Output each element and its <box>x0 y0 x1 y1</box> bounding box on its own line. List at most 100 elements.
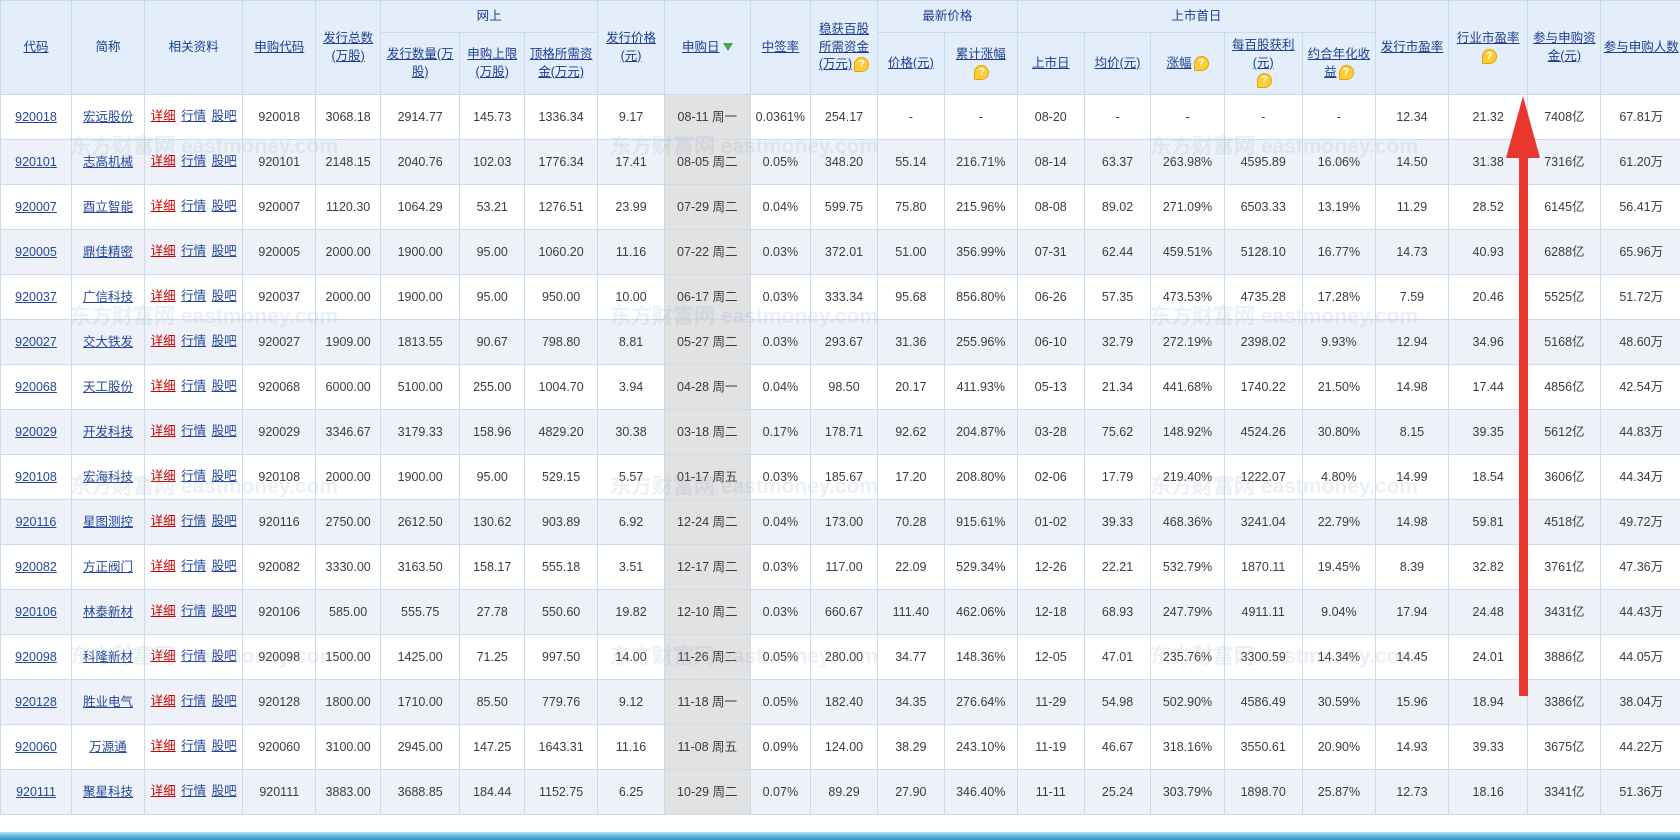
col-header-issue-price-label[interactable]: 发行价格(元) <box>606 31 657 63</box>
col-header-change-label[interactable]: 涨幅 <box>1166 55 1192 70</box>
stock-name-link[interactable]: 林泰新材 <box>83 604 134 619</box>
col-header-avg-price[interactable]: 均价(元) <box>1083 32 1152 95</box>
stock-code-link[interactable]: 920098 <box>15 649 57 664</box>
stock-code-link[interactable]: 920037 <box>15 289 57 304</box>
stock-code-link[interactable]: 920108 <box>15 469 57 484</box>
stock-code-link[interactable]: 920082 <box>15 559 57 574</box>
col-header-list-date[interactable]: 上市日 <box>1016 32 1085 95</box>
stock-bar-link[interactable]: 股吧 <box>211 244 237 259</box>
stock-code-link[interactable]: 920111 <box>16 784 56 799</box>
stock-code-link[interactable]: 920101 <box>15 154 57 169</box>
quote-link[interactable]: 行情 <box>181 154 207 169</box>
col-header-online-qty[interactable]: 发行数量(万股) <box>379 32 461 95</box>
stock-name-link[interactable]: 志高机械 <box>83 154 134 169</box>
stock-name-link[interactable]: 星图测控 <box>83 514 134 529</box>
detail-link[interactable]: 详细 <box>150 379 176 394</box>
detail-link[interactable]: 详细 <box>150 199 176 214</box>
col-header-industry-pe[interactable]: 行业市盈率? <box>1448 0 1529 95</box>
detail-link[interactable]: 详细 <box>150 154 176 169</box>
stock-code-link[interactable]: 920106 <box>15 604 57 619</box>
detail-link[interactable]: 详细 <box>150 514 176 529</box>
stock-bar-link[interactable]: 股吧 <box>211 334 237 349</box>
stock-code-link[interactable]: 920068 <box>15 379 57 394</box>
stock-name-link[interactable]: 交大铁发 <box>83 334 134 349</box>
col-header-avg-price-label[interactable]: 均价(元) <box>1094 55 1141 70</box>
col-header-online-qty-label[interactable]: 发行数量(万股) <box>386 47 454 79</box>
col-header-sub-code[interactable]: 申购代码 <box>242 0 317 95</box>
col-header-code[interactable]: 代码 <box>0 0 72 95</box>
stock-name-link[interactable]: 开发科技 <box>83 424 134 439</box>
col-header-sub-date[interactable]: 申购日 <box>663 0 751 95</box>
stock-name-link[interactable]: 鼎佳精密 <box>83 244 134 259</box>
detail-link[interactable]: 详细 <box>150 649 176 664</box>
quote-link[interactable]: 行情 <box>181 514 207 529</box>
col-header-sub-code-label[interactable]: 申购代码 <box>254 39 305 54</box>
detail-link[interactable]: 详细 <box>150 334 176 349</box>
col-header-issue-pe-label[interactable]: 发行市盈率 <box>1380 39 1444 54</box>
stock-bar-link[interactable]: 股吧 <box>211 739 237 754</box>
stock-bar-link[interactable]: 股吧 <box>211 649 237 664</box>
stock-code-link[interactable]: 920060 <box>15 739 57 754</box>
detail-link[interactable]: 详细 <box>150 424 176 439</box>
stock-code-link[interactable]: 920027 <box>15 334 57 349</box>
quote-link[interactable]: 行情 <box>181 469 207 484</box>
stock-bar-link[interactable]: 股吧 <box>211 199 237 214</box>
stock-bar-link[interactable]: 股吧 <box>211 424 237 439</box>
col-header-profit-100-label[interactable]: 每百股获利(元) <box>1231 38 1295 70</box>
horizontal-scrollbar[interactable] <box>0 832 1680 840</box>
col-header-price-label[interactable]: 价格(元) <box>887 55 934 70</box>
col-header-industry-pe-label[interactable]: 行业市盈率 <box>1456 31 1520 45</box>
quote-link[interactable]: 行情 <box>181 199 207 214</box>
stock-bar-link[interactable]: 股吧 <box>211 604 237 619</box>
col-header-issue-pe[interactable]: 发行市盈率 <box>1374 0 1450 95</box>
col-header-issue-price[interactable]: 发行价格(元) <box>597 0 665 95</box>
detail-link[interactable]: 详细 <box>150 604 176 619</box>
quote-link[interactable]: 行情 <box>181 784 207 799</box>
detail-link[interactable]: 详细 <box>150 739 176 754</box>
col-header-total-issue[interactable]: 发行总数(万股) <box>315 0 381 95</box>
col-header-list-date-label[interactable]: 上市日 <box>1031 55 1070 70</box>
quote-link[interactable]: 行情 <box>181 244 207 259</box>
detail-link[interactable]: 详细 <box>150 559 176 574</box>
stock-name-link[interactable]: 天工股份 <box>83 379 134 394</box>
quote-link[interactable]: 行情 <box>181 109 207 124</box>
col-header-price[interactable]: 价格(元) <box>876 32 945 95</box>
col-header-sub-people-label[interactable]: 参与申购人数 <box>1603 39 1679 54</box>
stock-name-link[interactable]: 广信科技 <box>83 289 134 304</box>
col-header-change[interactable]: 涨幅? <box>1150 32 1225 95</box>
detail-link[interactable]: 详细 <box>150 244 176 259</box>
stock-name-link[interactable]: 宏远股份 <box>83 109 134 124</box>
stock-code-link[interactable]: 920007 <box>15 199 57 214</box>
stock-name-link[interactable]: 科隆新材 <box>83 649 134 664</box>
help-icon[interactable]: ? <box>1481 48 1497 64</box>
stock-name-link[interactable]: 聚星科技 <box>83 784 134 799</box>
stock-bar-link[interactable]: 股吧 <box>211 469 237 484</box>
help-icon[interactable]: ? <box>854 57 870 73</box>
col-header-win-rate-label[interactable]: 中签率 <box>761 39 800 54</box>
quote-link[interactable]: 行情 <box>181 694 207 709</box>
detail-link[interactable]: 详细 <box>150 109 176 124</box>
col-header-max-fund[interactable]: 顶格所需资金(万元) <box>524 32 599 95</box>
col-header-fund-100-label[interactable]: 稳获百股所需资金(万元) <box>818 22 870 72</box>
quote-link[interactable]: 行情 <box>181 649 207 664</box>
col-header-total-issue-label[interactable]: 发行总数(万股) <box>323 31 374 63</box>
col-header-annual-yield[interactable]: 约合年化收益? <box>1301 32 1376 95</box>
col-header-cum-change[interactable]: 累计涨幅? <box>943 32 1018 95</box>
detail-link[interactable]: 详细 <box>150 289 176 304</box>
stock-bar-link[interactable]: 股吧 <box>211 784 237 799</box>
detail-link[interactable]: 详细 <box>150 469 176 484</box>
col-header-max-fund-label[interactable]: 顶格所需资金(万元) <box>529 47 593 79</box>
col-header-win-rate[interactable]: 中签率 <box>749 0 812 95</box>
stock-name-link[interactable]: 宏海科技 <box>83 469 134 484</box>
stock-name-link[interactable]: 方正阀门 <box>83 559 134 574</box>
stock-name-link[interactable]: 万源通 <box>89 739 127 754</box>
quote-link[interactable]: 行情 <box>181 424 207 439</box>
help-icon[interactable]: ? <box>974 64 990 80</box>
stock-bar-link[interactable]: 股吧 <box>211 379 237 394</box>
col-header-sub-fund-label[interactable]: 参与申购资金(元) <box>1533 31 1596 63</box>
col-header-sub-limit-label[interactable]: 申购上限(万股) <box>467 47 518 79</box>
stock-bar-link[interactable]: 股吧 <box>211 154 237 169</box>
quote-link[interactable]: 行情 <box>181 604 207 619</box>
help-icon[interactable]: ? <box>1256 73 1272 89</box>
col-header-sub-date-label[interactable]: 申购日 <box>682 39 720 54</box>
